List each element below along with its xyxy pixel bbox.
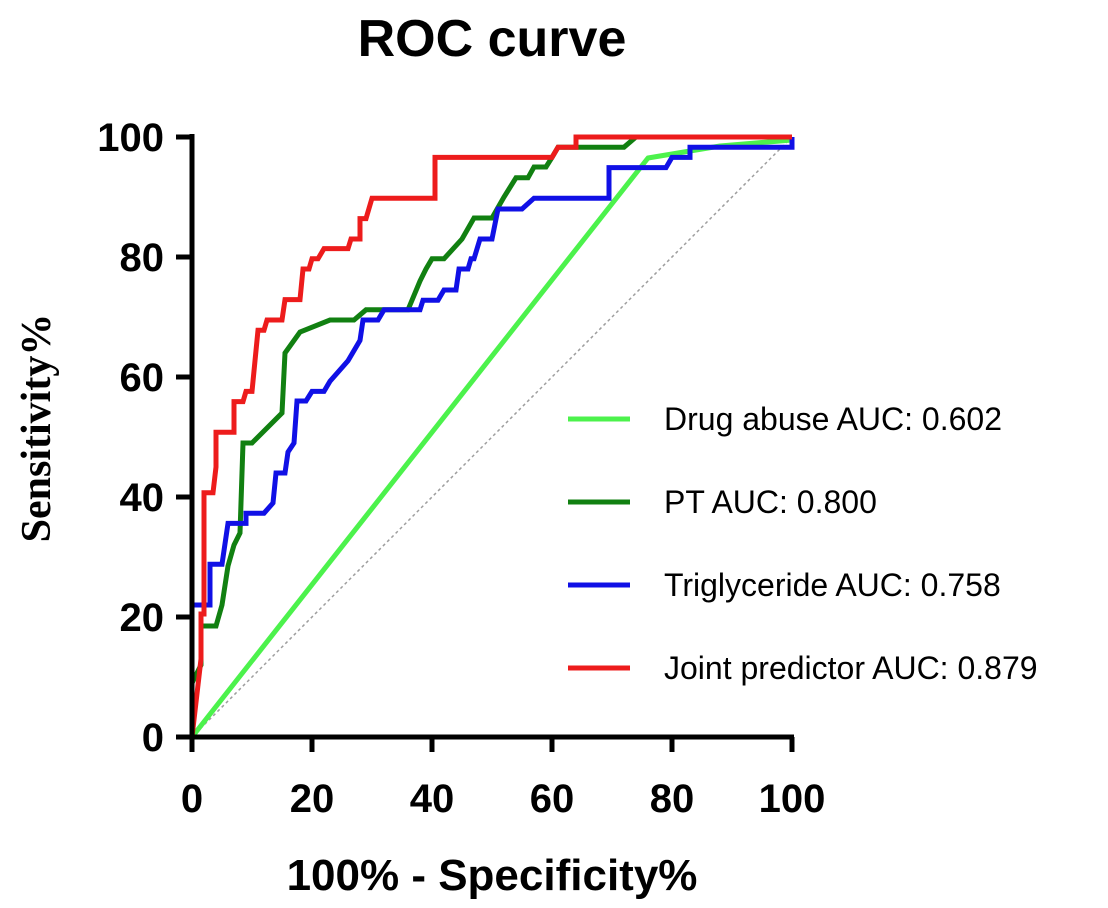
series-line-3: [189, 137, 795, 737]
x-tick-label: 40: [410, 777, 455, 821]
x-tick-label: 60: [530, 777, 575, 821]
plot-area: [189, 134, 795, 739]
y-tick-label: 0: [142, 716, 164, 760]
y-axis-label: Sensitivity%: [14, 314, 60, 543]
axes: 0 20 40 60 80 100 0 20 40 60 80 100: [97, 116, 825, 821]
legend-label: Drug abuse AUC: 0.602: [664, 401, 1002, 437]
series-line-4: [189, 134, 792, 738]
chart-title: ROC curve: [358, 10, 627, 68]
legend-label: Joint predictor AUC: 0.879: [664, 650, 1038, 686]
legend-entry: PT AUC: 0.800: [568, 484, 877, 520]
y-tick-label: 100: [97, 116, 164, 160]
legend-entry: Joint predictor AUC: 0.879: [568, 650, 1038, 686]
legend-label: Triglyceride AUC: 0.758: [664, 567, 1001, 603]
x-tick-label: 20: [290, 777, 335, 821]
x-axis-label: 100% - Specificity%: [287, 851, 698, 900]
legend: Drug abuse AUC: 0.602 PT AUC: 0.800 Trigly…: [568, 401, 1038, 686]
x-tick-label: 100: [759, 777, 826, 821]
legend-entry: Drug abuse AUC: 0.602: [568, 401, 1002, 437]
y-tick-label: 80: [120, 236, 165, 280]
x-tick-label: 0: [181, 777, 203, 821]
legend-label: PT AUC: 0.800: [664, 484, 877, 520]
y-ticks: 0 20 40 60 80 100: [97, 116, 192, 760]
y-tick-label: 60: [120, 356, 165, 400]
x-ticks: 0 20 40 60 80 100: [181, 737, 826, 821]
y-tick-label: 40: [120, 476, 165, 520]
x-tick-label: 80: [650, 777, 695, 821]
legend-entry: Triglyceride AUC: 0.758: [568, 567, 1001, 603]
y-tick-label: 20: [120, 596, 165, 640]
series-line-1: [190, 137, 793, 739]
